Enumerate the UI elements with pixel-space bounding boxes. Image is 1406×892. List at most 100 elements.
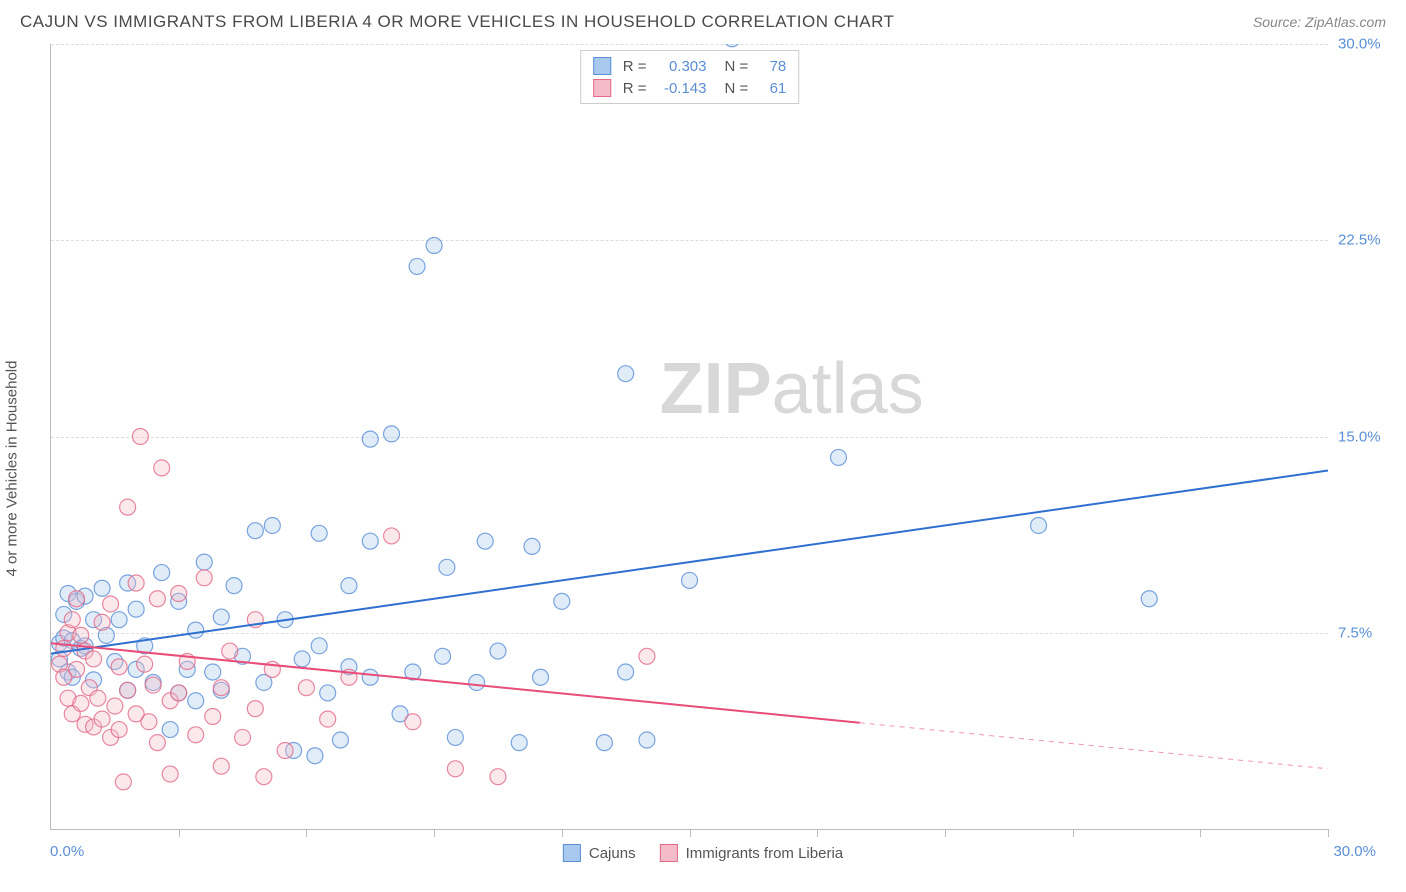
- data-point: [298, 680, 314, 696]
- data-point: [107, 698, 123, 714]
- swatch-liberia: [593, 79, 611, 97]
- data-point: [362, 533, 378, 549]
- data-point: [511, 735, 527, 751]
- data-point: [69, 661, 85, 677]
- legend-label-liberia: Immigrants from Liberia: [686, 845, 844, 862]
- n-value-1: 78: [756, 58, 786, 75]
- data-point: [69, 591, 85, 607]
- data-point: [639, 732, 655, 748]
- data-point: [439, 559, 455, 575]
- data-point: [90, 690, 106, 706]
- data-point: [56, 640, 72, 656]
- y-tick-label: 22.5%: [1338, 232, 1381, 249]
- data-point: [435, 648, 451, 664]
- data-point: [213, 758, 229, 774]
- data-point: [141, 714, 157, 730]
- x-origin-label: 0.0%: [50, 843, 84, 860]
- x-tick: [434, 829, 435, 837]
- data-point: [320, 685, 336, 701]
- data-point: [205, 708, 221, 724]
- data-point: [111, 612, 127, 628]
- legend-label-cajuns: Cajuns: [589, 845, 636, 862]
- data-point: [115, 774, 131, 790]
- data-point: [830, 449, 846, 465]
- data-point: [235, 729, 251, 745]
- x-max-label: 30.0%: [1333, 843, 1376, 860]
- r-label: R =: [623, 80, 647, 97]
- data-point: [469, 674, 485, 690]
- x-tick: [1200, 829, 1201, 837]
- data-point: [307, 748, 323, 764]
- trend-line: [51, 471, 1328, 654]
- data-point: [311, 638, 327, 654]
- data-point: [341, 578, 357, 594]
- data-point: [226, 578, 242, 594]
- data-point: [154, 565, 170, 581]
- x-tick: [1328, 829, 1329, 837]
- data-point: [213, 680, 229, 696]
- data-point: [447, 761, 463, 777]
- data-point: [73, 627, 89, 643]
- trend-line: [51, 643, 860, 723]
- data-point: [145, 677, 161, 693]
- data-point: [533, 669, 549, 685]
- data-point: [409, 258, 425, 274]
- data-point: [162, 766, 178, 782]
- swatch-cajuns: [593, 57, 611, 75]
- data-point: [256, 769, 272, 785]
- data-point: [311, 525, 327, 541]
- data-point: [111, 722, 127, 738]
- data-point: [477, 533, 493, 549]
- data-point: [188, 727, 204, 743]
- x-tick: [562, 829, 563, 837]
- data-point: [596, 735, 612, 751]
- data-point: [103, 596, 119, 612]
- data-point: [205, 664, 221, 680]
- data-point: [120, 682, 136, 698]
- data-point: [384, 528, 400, 544]
- legend-item-liberia: Immigrants from Liberia: [660, 844, 844, 862]
- data-point: [618, 366, 634, 382]
- data-point: [128, 575, 144, 591]
- data-point: [196, 570, 212, 586]
- y-tick-label: 30.0%: [1338, 36, 1381, 53]
- data-point: [94, 711, 110, 727]
- plot-area: ZIPatlas R = 0.303 N = 78 R = -0.143 N =…: [50, 44, 1328, 830]
- data-point: [213, 609, 229, 625]
- data-point: [320, 711, 336, 727]
- swatch-liberia: [660, 844, 678, 862]
- data-point: [554, 593, 570, 609]
- data-point: [294, 651, 310, 667]
- data-point: [64, 612, 80, 628]
- data-point: [171, 586, 187, 602]
- data-point: [111, 659, 127, 675]
- data-point: [149, 735, 165, 751]
- data-point: [120, 499, 136, 515]
- data-point: [524, 538, 540, 554]
- x-tick: [179, 829, 180, 837]
- data-point: [426, 237, 442, 253]
- data-point: [405, 714, 421, 730]
- data-point: [490, 769, 506, 785]
- data-point: [188, 622, 204, 638]
- correlation-legend: R = 0.303 N = 78 R = -0.143 N = 61: [580, 50, 800, 104]
- data-point: [128, 601, 144, 617]
- x-tick: [306, 829, 307, 837]
- data-point: [332, 732, 348, 748]
- data-point: [132, 429, 148, 445]
- data-point: [188, 693, 204, 709]
- r-label: R =: [623, 58, 647, 75]
- x-tick: [1073, 829, 1074, 837]
- data-point: [247, 701, 263, 717]
- data-point: [264, 517, 280, 533]
- r-value-1: 0.303: [655, 58, 707, 75]
- legend-item-cajuns: Cajuns: [563, 844, 636, 862]
- chart-header: CAJUN VS IMMIGRANTS FROM LIBERIA 4 OR MO…: [0, 0, 1406, 40]
- data-point: [137, 656, 153, 672]
- data-point: [94, 580, 110, 596]
- data-point: [447, 729, 463, 745]
- x-tick: [945, 829, 946, 837]
- trend-line-dashed: [860, 723, 1328, 769]
- n-value-2: 61: [756, 80, 786, 97]
- data-point: [639, 648, 655, 664]
